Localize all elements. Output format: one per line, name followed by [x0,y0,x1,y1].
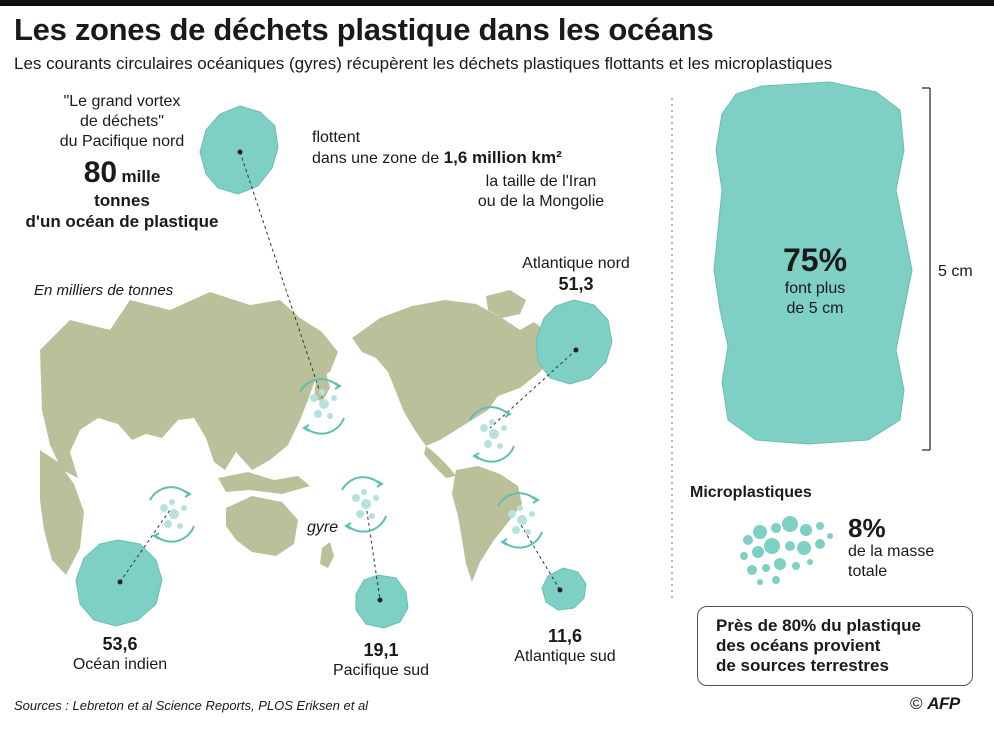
map-asia-europe [40,292,338,478]
leader-pacific-south [365,504,381,601]
copyright-symbol: © [910,694,923,713]
gyre-icon-pacific-south [341,476,387,533]
gyre-icon-pacific-north [299,378,345,435]
gyre-particles [160,389,535,535]
large-pieces-text: 75% font plus de 5 cm [782,242,848,317]
map-north-america [352,300,556,446]
world-map [40,290,556,582]
map-africa [40,450,84,575]
top-rule [0,0,994,6]
pacific-north-float-text: flottent dans une zone de 1,6 million km… [312,129,562,167]
land-sources-note: Près de 80% du plastique des océans prov… [697,606,973,686]
region-indian: 53,6 Océan indien [72,634,168,673]
microplastics-text: 8% de la masse totale [848,513,935,580]
sources: Sources : Lebreton et al Science Reports… [14,698,369,713]
leader-atlantic-north [489,349,577,429]
map-australia [226,496,298,556]
gyre-symbols [149,378,543,549]
region-atlantic-south: 11,6 Atlantique sud [514,626,616,665]
leader-dots [117,149,579,603]
map-greenland [486,290,526,318]
page-title: Les zones de déchets plastique dans les … [14,12,714,47]
leader-indian [119,509,171,583]
page-subtitle: Les courants circulaires océaniques (gyr… [14,54,833,73]
credit: © AFP [910,694,960,714]
patch-atlantic-south [541,567,587,611]
region-pacific-south: 19,1 Pacifique sud [332,640,430,679]
gyre-icon-atlantic-south [497,492,543,549]
scale-bracket [922,87,931,451]
map-new-zealand [320,542,334,568]
map-central-america [424,446,456,478]
units-note: En milliers de tonnes [34,282,174,299]
leader-atlantic-south [517,519,561,591]
leader-pacific-north [239,151,323,399]
microplastics-cluster [740,516,833,585]
region-atlantic-north: Atlantique nord 51,3 [522,255,630,294]
pacific-north-comparison: la taille de l'Iran ou de la Mongolie [477,173,605,210]
afp-logo: AFP [927,694,960,713]
pacific-north-quote: "Le grand vortex de déchets" du Pacifiqu… [59,93,185,150]
pacific-north-amount: 80 mille tonnes d'un océan de plastique [25,156,219,231]
leader-lines [119,151,577,601]
scale-label: 5 cm [938,263,973,280]
patch-large-75 [713,81,913,445]
gyre-label: gyre [307,519,339,536]
map-south-america [452,466,522,582]
map-indonesia [218,472,310,494]
patch-atlantic-north [535,299,613,385]
gyre-icon-atlantic-north [469,406,515,463]
microplastics-title: Microplastiques [690,484,812,501]
gyre-icon-indian [149,486,195,543]
